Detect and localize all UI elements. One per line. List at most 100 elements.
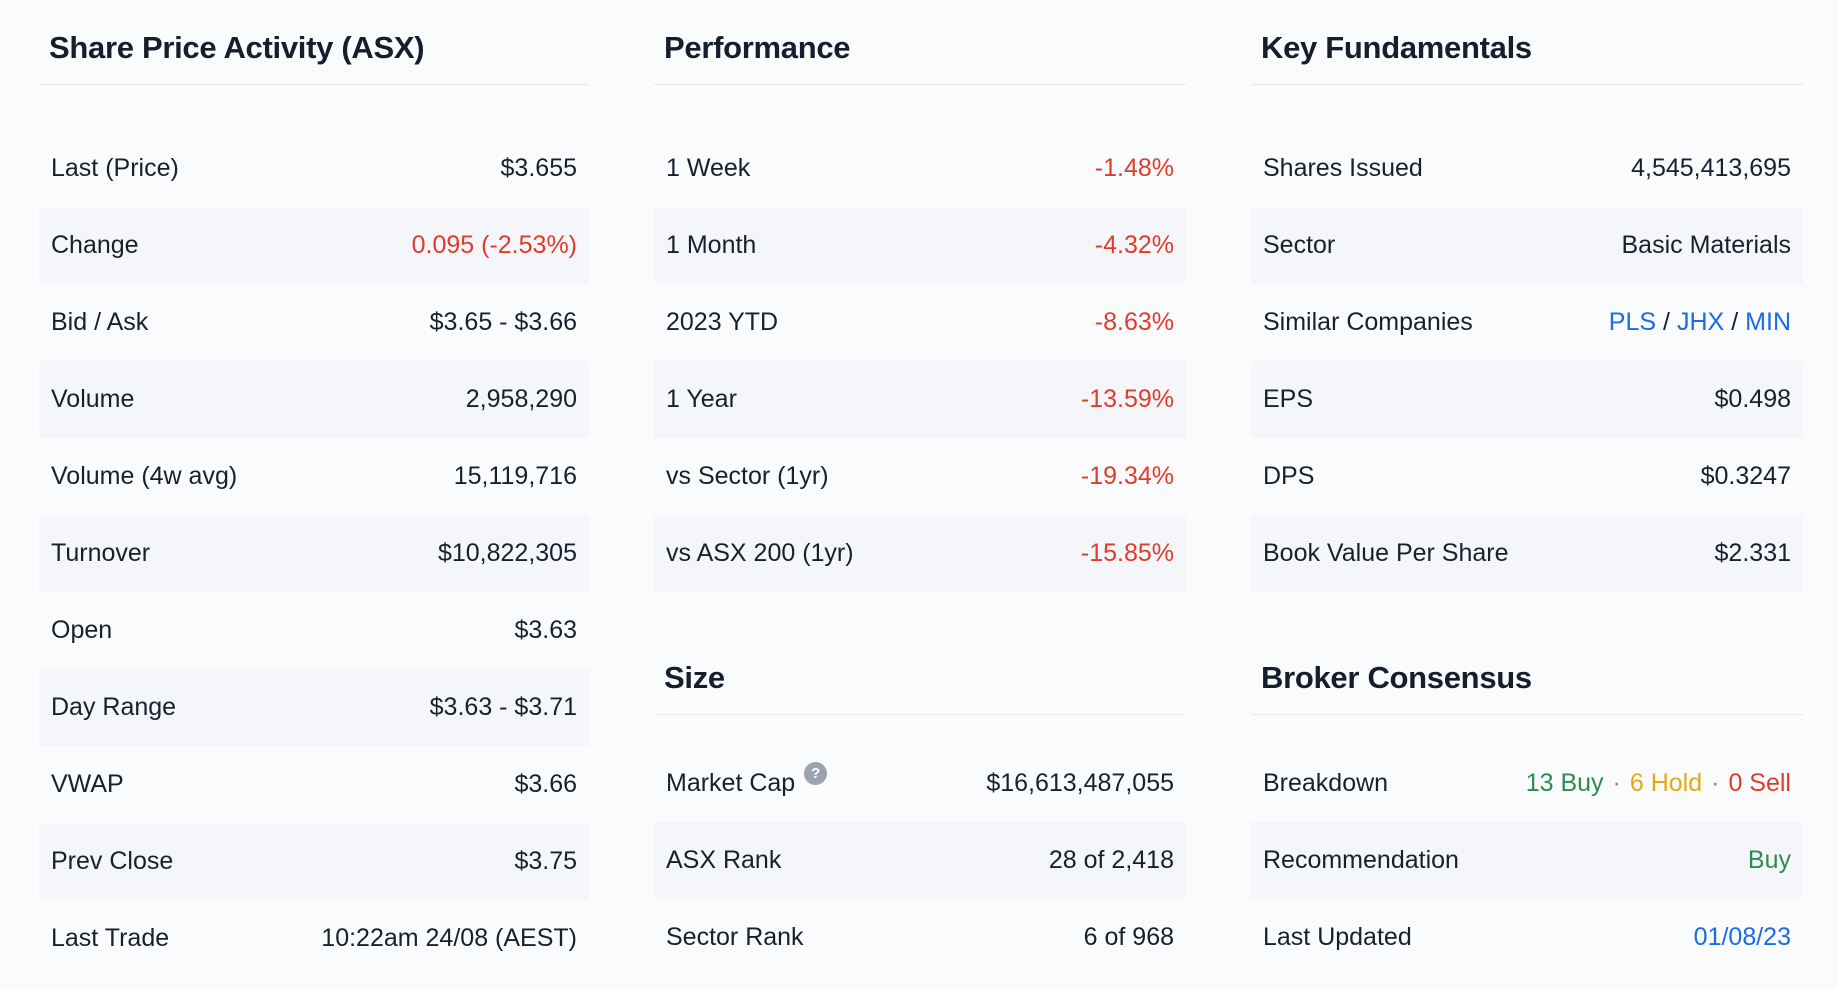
row-dps: DPS $0.3247 [1251,438,1803,515]
row-label: EPS [1263,385,1314,413]
row-label: 1 Week [666,154,751,182]
market-cap-label: Market Cap ? [666,762,828,798]
row-label: vs ASX 200 (1yr) [666,539,854,567]
row-value: $10,822,305 [437,539,577,567]
row-asx-rank: ASX Rank 28 of 2,418 [654,822,1186,899]
row-label: 1 Month [666,231,757,259]
row-value: $16,613,487,055 [986,769,1174,797]
row-label: Breakdown [1263,769,1389,797]
broker-consensus-rows: Breakdown 13 Buy · 6 Hold · 0 Sell Recommend… [1251,745,1803,976]
row-label: Open [51,616,113,644]
row-value: $3.63 [514,616,577,644]
row-value: -19.34% [1080,462,1174,490]
row-sector: Sector Basic Materials [1251,207,1803,284]
row-vs-sector-1yr: vs Sector (1yr) -19.34% [654,438,1186,515]
similar-companies-links: PLS / JHX / MIN [1609,308,1791,337]
row-value: -4.32% [1094,231,1174,259]
breakdown-separator: · [1711,769,1720,797]
row-turnover: Turnover $10,822,305 [39,515,589,592]
breakdown-sell-count: 0 Sell [1728,769,1791,797]
row-label: ASX Rank [666,846,782,874]
row-breakdown: Breakdown 13 Buy · 6 Hold · 0 Sell [1251,745,1803,822]
size-rows: Market Cap ? $16,613,487,055 ASX Rank 28… [654,745,1186,976]
row-value: $3.655 [500,154,577,182]
row-label: Sector [1263,231,1336,259]
row-label: 1 Year [666,385,737,413]
column-performance-size: Performance 1 Week -1.48% 1 Month -4.32%… [654,26,1186,977]
row-label: 2023 YTD [666,308,779,336]
row-value: $2.331 [1714,539,1791,567]
broker-consensus-section: Broker Consensus Breakdown 13 Buy · 6 Hold… [1251,656,1803,976]
row-vwap: VWAP $3.66 [39,746,589,823]
column-fundamentals-consensus: Key Fundamentals Shares Issued 4,545,413… [1251,26,1803,977]
row-label: Volume [51,385,135,413]
row-value: $3.63 - $3.71 [429,693,577,721]
row-sector-rank: Sector Rank 6 of 968 [654,899,1186,976]
row-value: 6 of 968 [1083,923,1174,951]
row-market-cap: Market Cap ? $16,613,487,055 [654,745,1186,822]
key-fundamentals-rows: Shares Issued 4,545,413,695 Sector Basic… [1251,130,1803,592]
row-value: 10:22am 24/08 (AEST) [321,924,577,952]
row-value: -1.48% [1094,154,1174,182]
row-value: $0.498 [1714,385,1791,413]
row-value: 4,545,413,695 [1631,154,1791,182]
help-icon[interactable]: ? [804,762,828,785]
row-value: Buy [1747,846,1791,874]
row-value: $3.66 [514,770,577,798]
row-label: Prev Close [51,847,174,875]
row-value: -13.59% [1080,385,1174,413]
row-value: 28 of 2,418 [1048,846,1174,874]
row-label: Turnover [51,539,151,567]
row-vs-asx-200-1yr: vs ASX 200 (1yr) -15.85% [654,515,1186,592]
row-label: Last Trade [51,924,170,952]
row-label: Market Cap [666,769,796,797]
link-separator: / [1731,308,1739,336]
row-day-range: Day Range $3.63 - $3.71 [39,669,589,746]
row-shares-issued: Shares Issued 4,545,413,695 [1251,130,1803,207]
row-last-updated: Last Updated 01/08/23 [1251,899,1803,976]
breakdown-buy-count: 13 Buy [1525,769,1604,797]
row-label: Shares Issued [1263,154,1423,182]
column-share-price-activity: Share Price Activity (ASX) Last (Price) … [39,26,589,977]
last-updated-link[interactable]: 01/08/23 [1693,923,1791,951]
row-value: $0.3247 [1700,462,1791,490]
row-similar-companies: Similar Companies PLS / JHX / MIN [1251,284,1803,361]
row-label: Last (Price) [51,154,179,182]
similar-company-link-jhx[interactable]: JHX [1676,308,1725,336]
section-title-key-fundamentals: Key Fundamentals [1251,26,1803,85]
row-label: vs Sector (1yr) [666,462,829,490]
row-last-price: Last (Price) $3.655 [39,130,589,207]
row-label: Day Range [51,693,177,721]
row-last-trade: Last Trade 10:22am 24/08 (AEST) [39,900,589,977]
section-title-broker-consensus: Broker Consensus [1251,656,1803,715]
row-1-month: 1 Month -4.32% [654,207,1186,284]
row-recommendation: Recommendation Buy [1251,822,1803,899]
size-section: Size Market Cap ? $16,613,487,055 ASX Ra… [654,656,1186,976]
row-value: 2,958,290 [465,385,577,413]
row-prev-close: Prev Close $3.75 [39,823,589,900]
breakdown-hold-count: 6 Hold [1629,769,1703,797]
section-title-size: Size [654,656,1186,715]
breakdown-value: 13 Buy · 6 Hold · 0 Sell [1526,769,1791,798]
share-price-rows: Last (Price) $3.655 Change 0.095 (-2.53%… [39,130,589,977]
row-value: 0.095 (-2.53%) [411,231,577,259]
row-label: Last Updated [1263,923,1412,951]
row-volume-4w-avg: Volume (4w avg) 15,119,716 [39,438,589,515]
row-label: VWAP [51,770,124,798]
row-label: Similar Companies [1263,308,1473,336]
row-change: Change 0.095 (-2.53%) [39,207,589,284]
similar-company-link-pls[interactable]: PLS [1608,308,1657,336]
row-bid-ask: Bid / Ask $3.65 - $3.66 [39,284,589,361]
section-title-share-price-activity: Share Price Activity (ASX) [39,26,589,85]
row-label: Bid / Ask [51,308,149,336]
row-value: 15,119,716 [453,462,577,490]
section-title-performance: Performance [654,26,1186,85]
row-label: Volume (4w avg) [51,462,238,490]
row-volume: Volume 2,958,290 [39,361,589,438]
similar-company-link-min[interactable]: MIN [1745,308,1791,336]
row-label: Change [51,231,139,259]
breakdown-separator: · [1612,769,1621,797]
row-label: Recommendation [1263,846,1459,874]
row-value: $3.75 [514,847,577,875]
